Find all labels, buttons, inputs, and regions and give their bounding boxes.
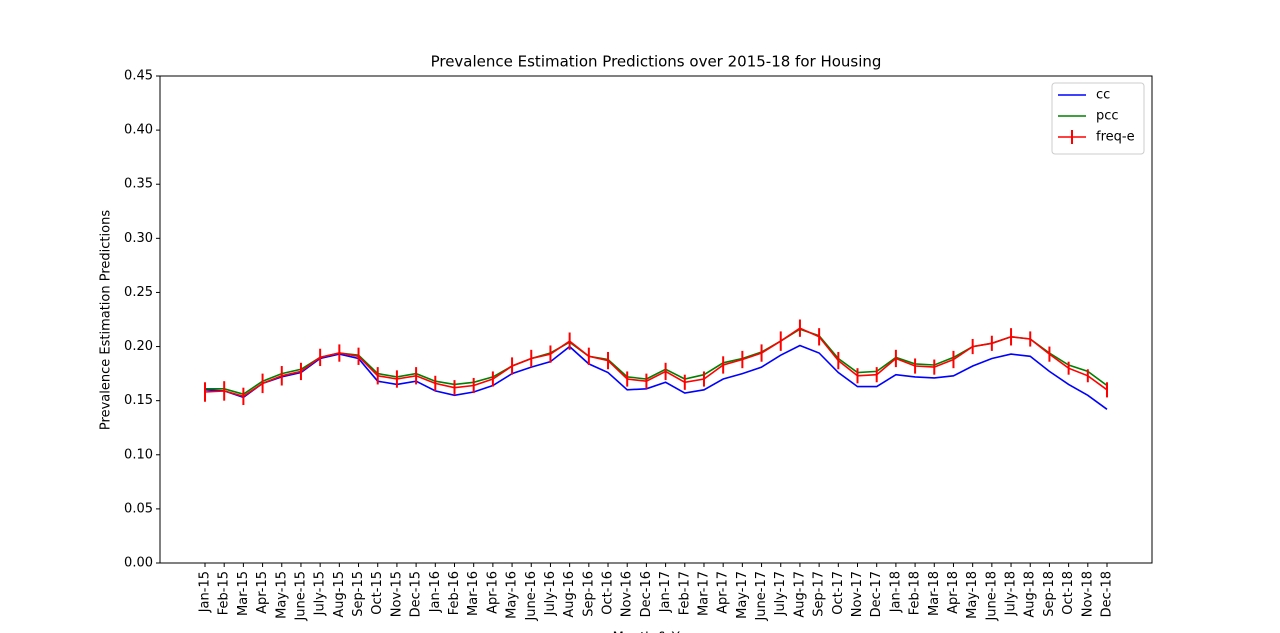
x-tick-label: Mar-17 — [696, 571, 711, 616]
x-tick-label: May-17 — [735, 571, 750, 619]
x-tick-label: Sep-17 — [812, 571, 827, 617]
y-tick-label: 0.05 — [124, 501, 153, 516]
x-tick-label: June-16 — [524, 571, 539, 622]
x-tick-label: Nov-16 — [620, 571, 635, 617]
x-tick-label: June-18 — [984, 571, 999, 622]
y-tick-label: 0.30 — [124, 231, 153, 246]
y-tick-label: 0.35 — [124, 177, 153, 192]
x-tick-label: Jan-18 — [888, 571, 903, 613]
x-tick-label: Feb-16 — [447, 571, 462, 615]
y-axis-label: Prevalence Estimation Predictions — [99, 210, 114, 430]
x-tick-label: Nov-17 — [850, 571, 865, 617]
x-tick-label: Oct-16 — [601, 571, 616, 615]
x-tick-label: July-16 — [543, 571, 558, 616]
x-tick-label: Feb-15 — [217, 571, 232, 615]
series-line — [205, 328, 1108, 396]
x-tick-label: May-15 — [274, 571, 289, 619]
x-tick-label: Dec-17 — [869, 571, 884, 617]
y-tick-label: 0.15 — [124, 393, 153, 408]
x-tick-label: May-16 — [505, 571, 520, 619]
x-tick-label: Sep-18 — [1042, 571, 1057, 617]
x-tick-label: Apr-16 — [485, 571, 500, 614]
x-tick-label: Mar-16 — [466, 571, 481, 616]
series-line — [204, 327, 1108, 398]
legend: cc pcc freq-e — [1051, 82, 1145, 155]
plot-frame — [159, 75, 1153, 564]
x-tick-label: Oct-18 — [1061, 571, 1076, 615]
series-line — [204, 344, 1108, 410]
x-tick-label: Sep-16 — [581, 571, 596, 617]
x-tick-label: Dec-16 — [639, 571, 654, 617]
x-tick-label: Oct-15 — [370, 571, 385, 615]
chart-title: Prevalence Estimation Predictions over 2… — [431, 53, 882, 71]
x-tick-label: Jan-17 — [658, 571, 673, 613]
x-tick-label: Apr-15 — [255, 571, 270, 614]
legend-label: freq-e — [1096, 130, 1135, 145]
x-tick-label: Apr-18 — [946, 571, 961, 614]
x-tick-label: Apr-17 — [716, 571, 731, 614]
y-tick-label: 0.40 — [124, 123, 153, 138]
x-tick-label: Dec-18 — [1100, 571, 1115, 617]
legend-label: pcc — [1096, 109, 1119, 124]
x-tick-label: Sep-15 — [351, 571, 366, 617]
x-tick-label: Aug-15 — [332, 571, 347, 618]
x-tick-label: July-17 — [773, 571, 788, 616]
x-tick-label: June-17 — [754, 571, 769, 622]
x-tick-label: Aug-18 — [1023, 571, 1038, 618]
x-tick-label: Aug-16 — [562, 571, 577, 618]
x-tick-label: May-18 — [965, 571, 980, 619]
x-tick-label: Aug-17 — [792, 571, 807, 618]
x-tick-label: July-18 — [1004, 571, 1019, 616]
x-tick-label: Dec-15 — [409, 571, 424, 617]
x-tick-label: Oct-17 — [831, 571, 846, 615]
y-tick-label: 0.45 — [124, 69, 153, 84]
x-tick-label: Feb-18 — [908, 571, 923, 615]
x-tick-label: June-15 — [293, 571, 308, 622]
x-tick-label: Mar-15 — [236, 571, 251, 616]
x-tick-label: Jan-15 — [198, 571, 213, 613]
y-tick-label: 0.25 — [124, 285, 153, 300]
x-tick-label: July-15 — [313, 571, 328, 616]
x-tick-label: Jan-16 — [428, 571, 443, 613]
y-tick-label: 0.20 — [124, 339, 153, 354]
x-tick-label: Nov-15 — [389, 571, 404, 617]
x-axis-label: Month & Year — [613, 631, 700, 633]
x-tick-label: Nov-18 — [1080, 571, 1095, 617]
x-tick-label: Mar-18 — [927, 571, 942, 616]
legend-label: cc — [1096, 88, 1110, 103]
y-tick-label: 0.00 — [124, 556, 153, 571]
y-tick-label: 0.10 — [124, 447, 153, 462]
x-tick-label: Feb-17 — [677, 571, 692, 615]
